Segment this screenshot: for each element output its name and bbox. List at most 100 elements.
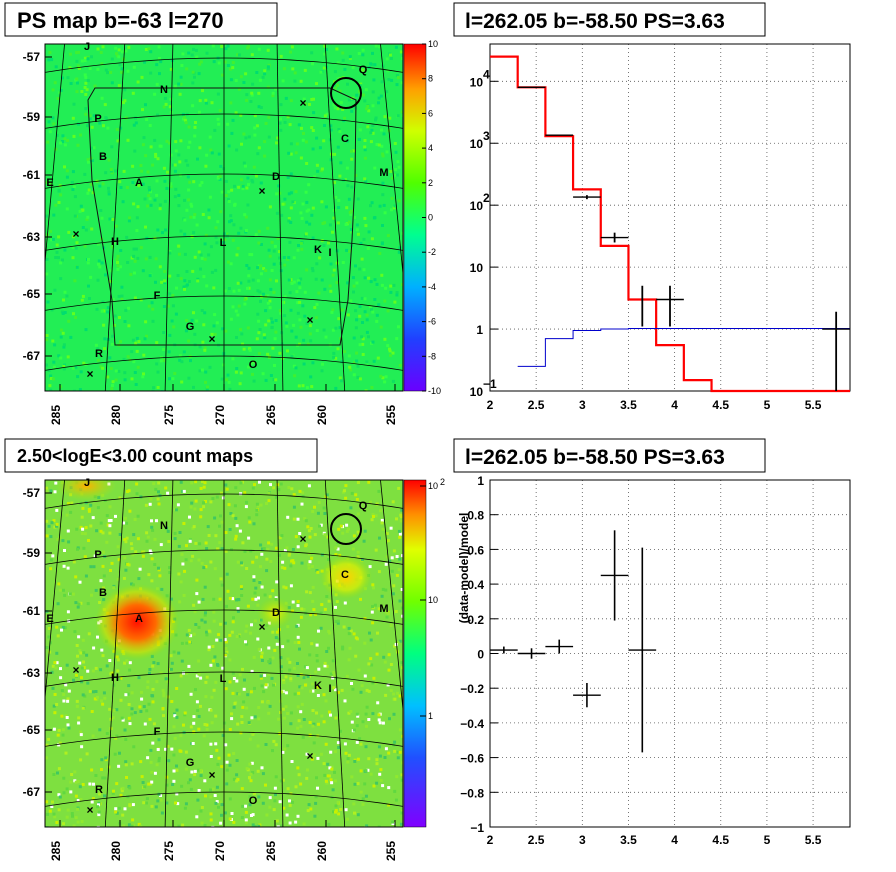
map-pixel [362,93,365,97]
map-pixel [241,804,245,808]
map-pixel [96,805,100,809]
map-pixel [353,811,356,815]
map-pixel [262,267,266,271]
map-pixel [268,805,272,809]
map-pixel [88,782,92,786]
map-pixel [289,584,293,588]
map-pixel [334,620,338,623]
map-pixel [360,335,364,339]
map-pixel [278,121,282,125]
map-pixel [290,45,294,49]
map-pixel [253,133,257,137]
map-pixel [235,598,238,602]
map-pixel [119,698,123,702]
map-pixel [135,229,139,232]
map-pixel [361,342,365,346]
map-pixel [150,557,154,561]
map-pixel [188,515,191,519]
map-pixel [279,656,283,660]
map-pixel [134,116,137,120]
map-pixel [74,816,78,820]
map-pixel [121,200,125,204]
map-pixel [220,45,224,48]
map-pixel [241,705,245,709]
map-pixel [52,519,56,523]
map-pixel [87,508,91,511]
map-pixel [87,258,90,261]
map-pixel [312,722,316,726]
map-pixel [325,595,329,598]
map-pixel [96,358,100,362]
map-pixel [84,75,88,79]
map-pixel [289,678,293,682]
map-pixel [196,709,200,712]
map-pixel [232,289,236,293]
map-pixel [84,107,88,111]
map-pixel [280,213,284,217]
map-pixel [339,808,343,811]
y-tick-label: −0.6 [460,752,484,766]
map-pixel [114,369,118,373]
map-pixel [251,82,255,86]
map-pixel [345,206,349,210]
map-pixel [401,57,403,60]
map-pixel [70,812,74,815]
map-pixel [377,570,381,574]
map-pixel [356,782,360,786]
map-pixel [392,549,396,553]
map-pixel [142,136,146,140]
map-pixel [339,101,343,105]
map-pixel [65,815,69,819]
map-pixel [209,245,213,249]
map-pixel [395,573,399,577]
map-pixel [58,795,62,799]
map-pixel [155,362,159,366]
map-pixel [274,743,278,747]
map-pixel [81,208,85,212]
map-pixel [274,793,277,797]
colorbar-tick-label: 2 [428,178,433,188]
x-tick-label: 5.5 [805,398,822,412]
map-pixel [315,569,319,572]
map-pixel [236,313,240,317]
map-pixel [378,204,382,208]
map-pixel [91,191,95,195]
map-pixel [165,139,169,143]
map-pixel [237,87,241,91]
map-pixel [297,123,301,127]
map-pixel [97,810,101,814]
map-pixel [355,281,359,285]
map-pixel [192,311,195,315]
map-pixel [229,101,233,105]
map-pixel [139,824,143,827]
map-pixel [80,298,84,302]
x-tick-label: 285 [49,405,63,425]
map-pixel [211,825,215,827]
map-pixel [300,607,304,611]
map-pixel [250,362,254,365]
map-pixel [188,180,192,184]
map-pixel [267,319,271,323]
map-pixel [107,158,111,162]
map-pixel [249,690,253,694]
map-pixel [398,532,402,536]
map-pixel [218,109,222,113]
map-pixel [128,786,132,790]
map-pixel [352,290,355,294]
map-pixel [103,347,106,351]
colorbar-tick-exponent: 2 [440,477,445,487]
map-pixel [348,56,352,60]
map-pixel [286,115,290,119]
map-pixel [247,274,251,278]
map-pixel [267,660,271,663]
map-pixel [260,651,264,655]
map-pixel [337,317,341,321]
map-pixel [200,821,204,825]
map-pixel [133,711,137,715]
map-pixel [254,174,258,178]
map-pixel [200,368,204,372]
map-pixel [117,294,121,298]
map-pixel [354,654,358,658]
map-pixel [84,526,88,530]
map-pixel [196,279,200,283]
